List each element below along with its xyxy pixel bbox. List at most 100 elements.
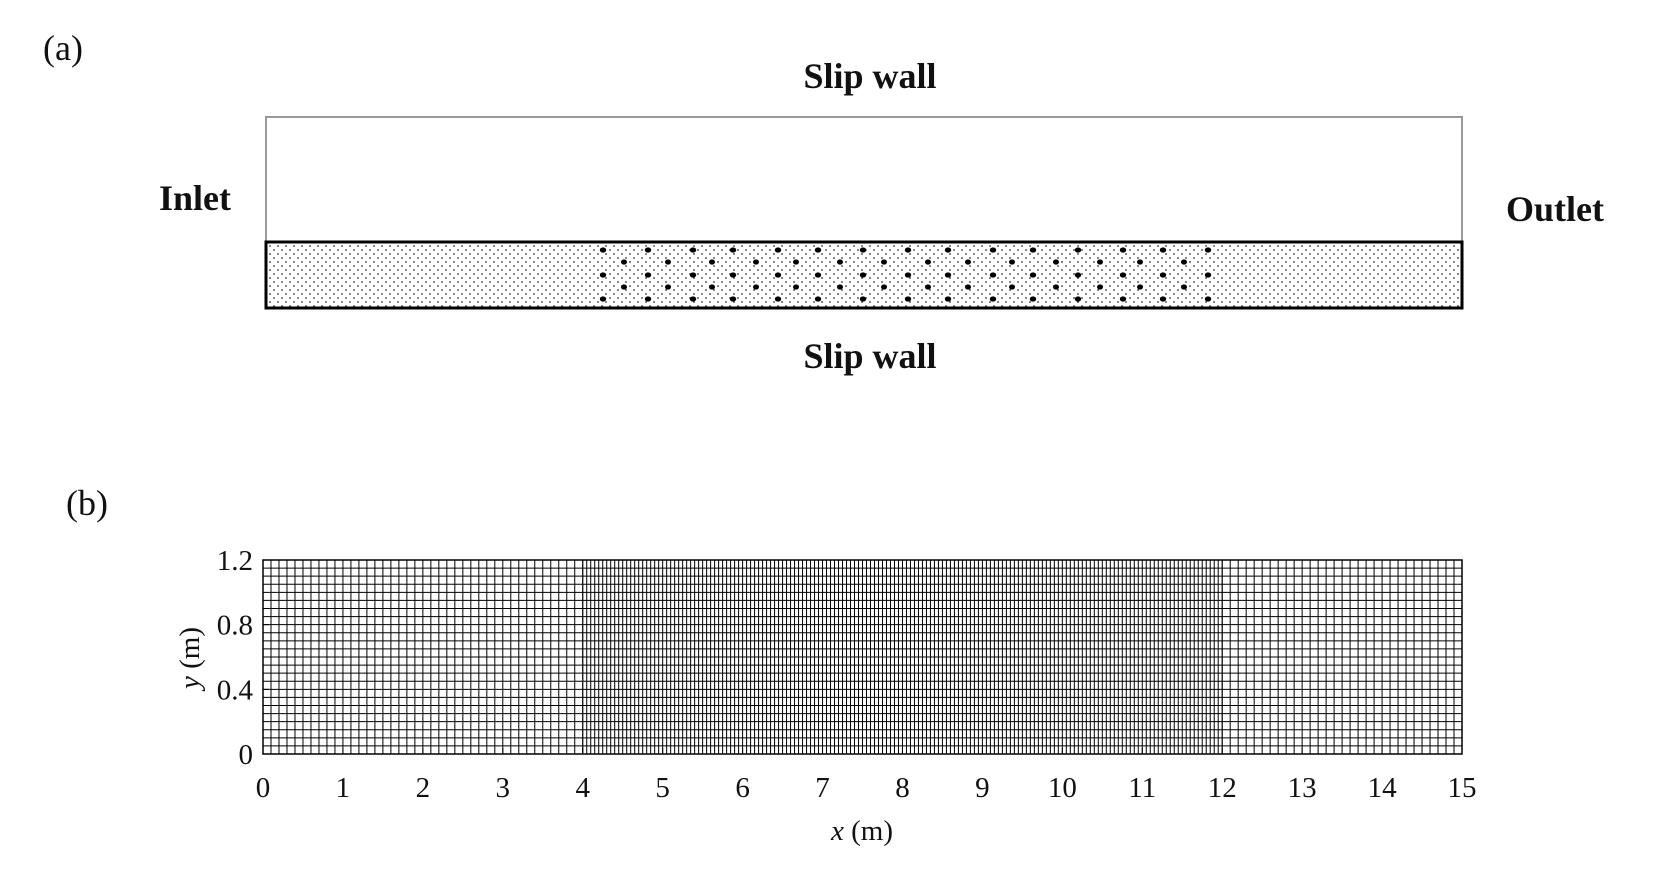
x-tick-label: 14 xyxy=(1368,772,1398,804)
y-tick-label: 0 xyxy=(239,739,254,771)
stone xyxy=(599,272,607,278)
stone xyxy=(644,272,652,278)
stone xyxy=(1137,284,1143,290)
stone xyxy=(904,296,912,302)
panel-label: (a) xyxy=(43,28,83,68)
stone xyxy=(925,284,931,290)
stone xyxy=(709,259,715,265)
stone xyxy=(965,259,971,265)
stone-region xyxy=(599,247,1212,302)
x-axis-label: x (m) xyxy=(830,815,893,847)
stone xyxy=(1204,247,1212,253)
stone xyxy=(599,247,607,253)
stone xyxy=(814,272,822,278)
stone xyxy=(689,272,697,278)
stone xyxy=(859,272,867,278)
y-tick-label: 0.4 xyxy=(217,674,254,706)
stone xyxy=(1029,272,1037,278)
x-tick-label: 4 xyxy=(575,772,590,804)
stone xyxy=(814,247,822,253)
stone xyxy=(1053,259,1059,265)
stone xyxy=(793,284,799,290)
stone xyxy=(1137,259,1143,265)
outlet-label: Outlet xyxy=(1506,189,1604,229)
stone xyxy=(774,296,782,302)
stone xyxy=(1159,296,1167,302)
bottom-boundary-label: Slip wall xyxy=(803,336,936,376)
stone xyxy=(904,247,912,253)
stone xyxy=(881,259,887,265)
stone xyxy=(689,247,697,253)
stone xyxy=(944,272,952,278)
y-tick-label: 1.2 xyxy=(217,545,253,577)
x-tick-label: 3 xyxy=(496,772,511,804)
stone xyxy=(814,296,822,302)
top-boundary-label: Slip wall xyxy=(803,56,936,96)
stone xyxy=(944,296,952,302)
stone xyxy=(881,284,887,290)
stone xyxy=(709,284,715,290)
stone xyxy=(1204,296,1212,302)
stone xyxy=(989,296,997,302)
y-unit: (m) xyxy=(174,627,206,669)
stone xyxy=(965,284,971,290)
stone xyxy=(1074,296,1082,302)
x-tick-label: 2 xyxy=(416,772,431,804)
stone xyxy=(1204,272,1212,278)
stone xyxy=(1119,296,1127,302)
stone xyxy=(859,296,867,302)
stone xyxy=(1097,259,1103,265)
stone xyxy=(989,247,997,253)
stone xyxy=(753,259,759,265)
stone xyxy=(774,272,782,278)
stone xyxy=(665,259,671,265)
stone xyxy=(837,259,843,265)
x-tick-label: 10 xyxy=(1048,772,1077,804)
water-domain xyxy=(265,116,1463,243)
stone xyxy=(1074,272,1082,278)
stone xyxy=(729,247,737,253)
stone xyxy=(859,247,867,253)
stone xyxy=(774,247,782,253)
plot-frame xyxy=(262,559,1463,755)
stone xyxy=(689,296,697,302)
x-tick-label: 13 xyxy=(1288,772,1317,804)
stone xyxy=(1097,284,1103,290)
stone xyxy=(1159,272,1167,278)
x-symbol: x xyxy=(830,815,844,847)
x-unit: (m) xyxy=(851,815,893,847)
x-tick-label: 9 xyxy=(975,772,990,804)
x-tick-label: 1 xyxy=(336,772,351,804)
stone xyxy=(599,296,607,302)
stone xyxy=(644,296,652,302)
x-tick-label: 15 xyxy=(1448,772,1477,804)
stone xyxy=(1009,284,1015,290)
mesh xyxy=(262,559,1463,755)
stone xyxy=(1181,259,1187,265)
stone xyxy=(753,284,759,290)
stone xyxy=(1074,247,1082,253)
x-tick-label: 6 xyxy=(735,772,750,804)
stone xyxy=(621,284,627,290)
stone xyxy=(925,259,931,265)
stone xyxy=(793,259,799,265)
stone xyxy=(904,272,912,278)
x-tick-label: 12 xyxy=(1208,772,1237,804)
stone xyxy=(621,259,627,265)
stone xyxy=(644,247,652,253)
x-tick-label: 7 xyxy=(815,772,830,804)
y-tick-label: 0.8 xyxy=(217,610,253,642)
x-tick-label: 5 xyxy=(655,772,670,804)
y-axis-label: y (m) xyxy=(174,627,206,692)
stone xyxy=(729,272,737,278)
stone xyxy=(837,284,843,290)
stone xyxy=(1119,247,1127,253)
panel-label: (b) xyxy=(66,483,108,523)
stone xyxy=(1009,259,1015,265)
stone xyxy=(989,272,997,278)
x-tick-label: 0 xyxy=(256,772,271,804)
stone xyxy=(729,296,737,302)
inlet-label: Inlet xyxy=(159,178,231,218)
